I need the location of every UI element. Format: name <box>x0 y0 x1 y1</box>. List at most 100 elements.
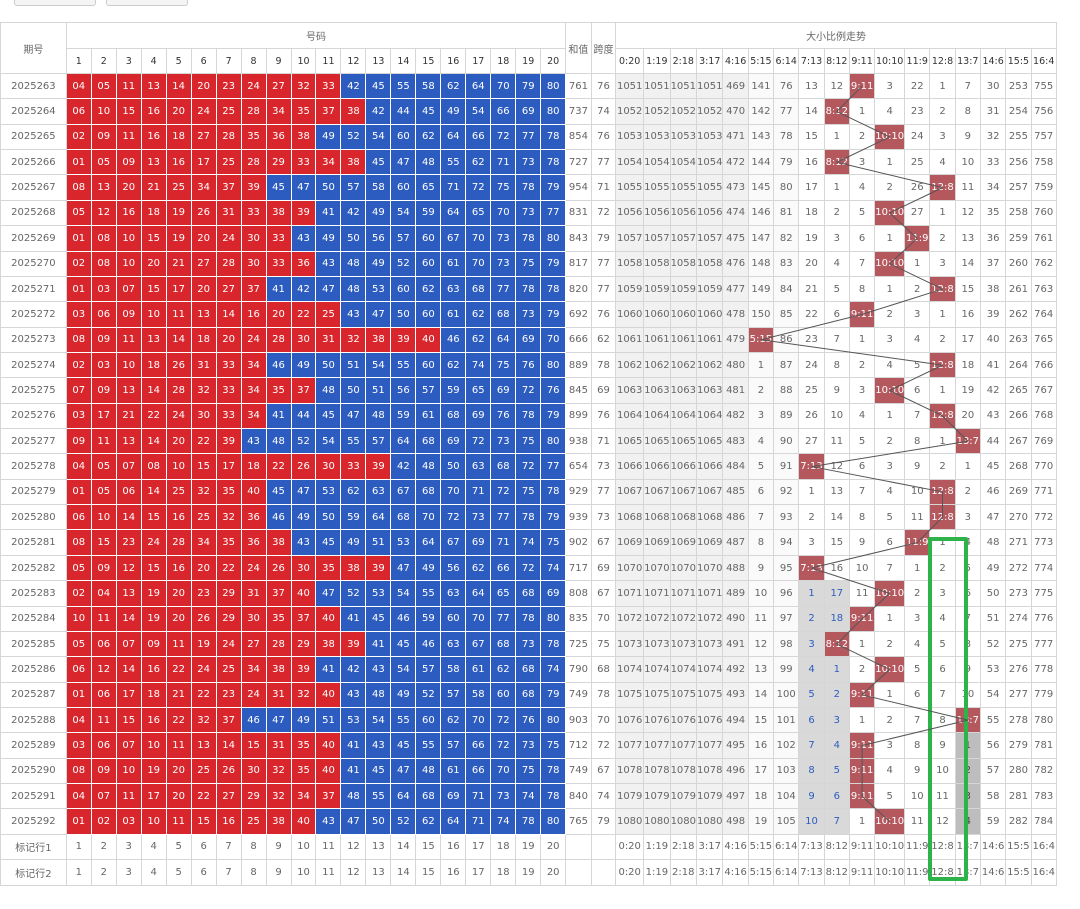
marker-row[interactable]: 标记行1 1 2 3 4 5 6 7 8 9 10 11 12 13 14 15 16 17 18 19 20 0:20 1… <box>0 833 1080 861</box>
marker-number[interactable]: 6 <box>190 859 217 886</box>
table-row[interactable]: 2025290 08 09 10 19 20 25 26 30 32 35 40 41 45 47 48 61 6… <box>0 757 1080 785</box>
table-row[interactable]: 2025277 09 11 13 14 20 22 39 43 48 52 54 55 57 64 68 69 7… <box>0 428 1080 455</box>
table-row[interactable]: 2025265 02 09 11 16 18 27 28 35 36 38 49 52 54 60 62 64 6… <box>0 123 1080 151</box>
table-row[interactable]: 2025281 08 15 23 24 28 34 35 36 38 43 45 49 51 53 64 67 6… <box>0 529 1080 556</box>
marker-number[interactable]: 7 <box>215 859 242 886</box>
marker-number[interactable]: 17 <box>465 859 492 886</box>
toolbar-button-2[interactable] <box>106 0 188 6</box>
table-row[interactable]: 2025279 01 05 06 14 25 32 35 40 45 47 53 62 63 67 68 70 7… <box>0 478 1080 506</box>
table-row[interactable]: 2025285 05 06 07 09 11 19 24 27 28 29 38 39 41 45 46 63 6… <box>0 630 1080 658</box>
marker-number[interactable]: 6 <box>190 833 217 861</box>
marker-number[interactable]: 20 <box>540 859 567 886</box>
marker-ratio[interactable]: 2:18 <box>669 833 698 861</box>
marker-ratio[interactable]: 10:10 <box>874 859 906 886</box>
table-row[interactable]: 2025284 10 11 14 19 20 26 29 30 35 37 40 41 45 46 59 60 7… <box>0 605 1080 632</box>
marker-number[interactable]: 11 <box>315 859 342 886</box>
marker-ratio[interactable]: 5:15 <box>747 859 775 886</box>
marker-number[interactable]: 9 <box>265 833 292 861</box>
marker-number[interactable]: 11 <box>315 833 342 861</box>
marker-number[interactable]: 8 <box>240 859 267 886</box>
marker-ratio[interactable]: 4:16 <box>722 859 749 886</box>
marker-number[interactable]: 13 <box>365 859 392 886</box>
marker-number[interactable]: 10 <box>290 833 317 861</box>
marker-number[interactable]: 1 <box>65 833 92 861</box>
marker-ratio[interactable]: 0:20 <box>615 833 645 861</box>
table-row[interactable]: 2025270 02 08 10 20 21 27 28 30 33 36 43 48 49 52 60 61 7… <box>0 250 1080 277</box>
table-row[interactable]: 2025274 02 03 10 18 26 31 33 34 46 49 50 51 54 55 60 62 7… <box>0 351 1080 379</box>
table-row[interactable]: 2025291 04 07 11 17 20 22 27 29 32 34 37 48 55 64 68 69 7… <box>0 783 1080 810</box>
table-row[interactable]: 2025264 06 10 15 16 20 24 25 28 34 35 37 38 42 44 45 49 5… <box>0 98 1080 125</box>
marker-ratio[interactable]: 9:11 <box>848 833 876 861</box>
table-row[interactable]: 2025269 01 08 10 15 19 20 24 30 33 43 49 50 56 57 60 67 7… <box>0 225 1080 252</box>
marker-number[interactable]: 2 <box>90 833 117 861</box>
marker-ratio[interactable]: 14:6 <box>979 859 1007 886</box>
marker-number[interactable]: 5 <box>165 859 192 886</box>
marker-ratio[interactable]: 6:14 <box>773 859 800 886</box>
marker-number[interactable]: 19 <box>515 833 542 861</box>
marker-number[interactable]: 17 <box>465 833 492 861</box>
table-row[interactable]: 2025263 04 05 11 13 14 20 23 24 27 32 33 42 45 55 58 62 6… <box>0 72 1080 100</box>
marker-ratio[interactable]: 11:9 <box>904 859 931 886</box>
table-row[interactable]: 2025287 01 06 17 18 21 22 23 24 31 32 40 43 48 49 52 57 5… <box>0 681 1080 708</box>
toolbar-button-1[interactable] <box>14 0 96 6</box>
marker-ratio[interactable]: 7:13 <box>798 833 825 861</box>
marker-ratio[interactable]: 10:10 <box>874 833 906 861</box>
marker-ratio[interactable]: 14:6 <box>979 833 1007 861</box>
marker-row[interactable]: 标记行2 1 2 3 4 5 6 7 8 9 10 11 12 13 14 15 16 17 18 19 20 0:20 1… <box>0 859 1080 886</box>
marker-number[interactable]: 4 <box>140 833 167 861</box>
marker-ratio[interactable]: 16:4 <box>1030 833 1057 861</box>
marker-ratio[interactable]: 4:16 <box>722 833 749 861</box>
marker-ratio[interactable]: 11:9 <box>904 833 931 861</box>
table-row[interactable]: 2025275 07 09 13 14 28 32 33 34 35 37 48 50 51 56 57 59 6… <box>0 377 1080 404</box>
marker-number[interactable]: 14 <box>390 859 417 886</box>
marker-ratio[interactable]: 8:12 <box>823 833 850 861</box>
marker-ratio[interactable]: 9:11 <box>848 859 876 886</box>
marker-number[interactable]: 3 <box>115 859 142 886</box>
marker-ratio[interactable]: 0:20 <box>615 859 645 886</box>
marker-ratio[interactable]: 16:4 <box>1030 859 1057 886</box>
marker-number[interactable]: 5 <box>165 833 192 861</box>
marker-number[interactable]: 10 <box>290 859 317 886</box>
marker-number[interactable]: 18 <box>490 833 517 861</box>
table-row[interactable]: 2025280 06 10 14 15 16 25 32 36 46 49 50 59 64 68 70 72 7… <box>0 504 1080 531</box>
marker-number[interactable]: 20 <box>540 833 567 861</box>
marker-number[interactable]: 8 <box>240 833 267 861</box>
marker-number[interactable]: 19 <box>515 859 542 886</box>
marker-number[interactable]: 7 <box>215 833 242 861</box>
marker-number[interactable]: 12 <box>340 859 367 886</box>
table-row[interactable]: 2025278 04 05 07 08 10 15 17 18 22 26 30 33 39 42 48 50 6… <box>0 453 1080 480</box>
marker-number[interactable]: 3 <box>115 833 142 861</box>
marker-ratio[interactable]: 2:18 <box>669 859 698 886</box>
table-row[interactable]: 2025292 01 02 03 10 11 15 16 25 38 40 43 47 50 52 62 64 7… <box>0 808 1080 835</box>
table-row[interactable]: 2025273 08 09 11 13 14 18 20 24 28 30 31 32 38 39 40 46 6… <box>0 326 1080 353</box>
marker-number[interactable]: 2 <box>90 859 117 886</box>
marker-ratio[interactable]: 15:5 <box>1005 859 1032 886</box>
table-row[interactable]: 2025288 04 11 15 16 22 32 37 46 47 49 51 53 54 55 60 62 7… <box>0 706 1080 734</box>
marker-number[interactable]: 4 <box>140 859 167 886</box>
marker-number[interactable]: 14 <box>390 833 417 861</box>
marker-number[interactable]: 13 <box>365 833 392 861</box>
marker-ratio[interactable]: 12:8 <box>929 833 956 861</box>
marker-ratio[interactable]: 3:17 <box>696 859 724 886</box>
marker-ratio[interactable]: 3:17 <box>696 833 724 861</box>
table-row[interactable]: 2025289 03 06 07 10 11 13 14 15 31 35 40 41 43 45 55 57 6… <box>0 732 1080 759</box>
marker-number[interactable]: 12 <box>340 833 367 861</box>
marker-ratio[interactable]: 5:15 <box>747 833 775 861</box>
table-row[interactable]: 2025283 02 04 13 19 20 23 29 31 37 40 47 52 53 54 55 63 6… <box>0 580 1080 607</box>
marker-ratio[interactable]: 1:19 <box>643 859 671 886</box>
marker-ratio[interactable]: 8:12 <box>823 859 850 886</box>
table-row[interactable]: 2025282 05 09 12 15 16 20 22 24 26 30 35 38 39 47 49 56 6… <box>0 554 1080 582</box>
table-row[interactable]: 2025267 08 13 20 21 25 34 37 39 45 47 50 57 58 60 65 71 7… <box>0 174 1080 201</box>
marker-number[interactable]: 15 <box>415 859 442 886</box>
table-row[interactable]: 2025272 03 06 09 10 11 13 14 16 20 22 25 43 47 50 60 61 6… <box>0 301 1080 328</box>
marker-number[interactable]: 16 <box>440 859 467 886</box>
table-row[interactable]: 2025271 01 03 07 15 17 20 27 37 41 42 47 48 53 60 62 63 6… <box>0 275 1080 303</box>
table-row[interactable]: 2025266 01 05 09 13 16 17 25 28 29 33 34 38 45 47 48 55 6… <box>0 149 1080 176</box>
marker-ratio[interactable]: 1:19 <box>643 833 671 861</box>
marker-number[interactable]: 16 <box>440 833 467 861</box>
marker-number[interactable]: 9 <box>265 859 292 886</box>
marker-ratio[interactable]: 6:14 <box>773 833 800 861</box>
marker-number[interactable]: 15 <box>415 833 442 861</box>
table-row[interactable]: 2025276 03 17 21 22 24 30 33 34 41 44 45 47 48 59 61 68 6… <box>0 402 1080 430</box>
table-row[interactable]: 2025268 05 12 16 18 19 26 31 33 38 39 41 42 49 54 59 64 6… <box>0 199 1080 227</box>
